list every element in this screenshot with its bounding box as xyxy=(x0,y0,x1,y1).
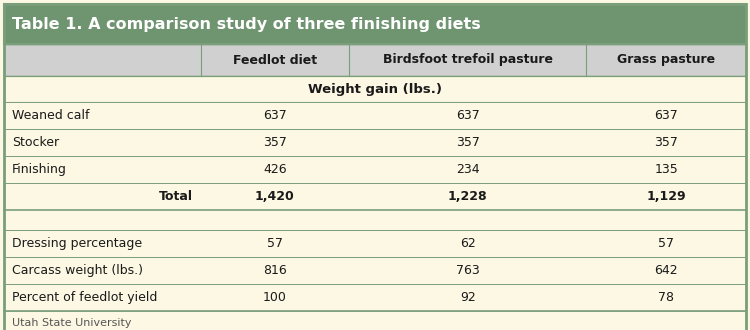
Text: Dressing percentage: Dressing percentage xyxy=(12,237,142,250)
Text: Grass pasture: Grass pasture xyxy=(617,53,716,67)
Text: 357: 357 xyxy=(263,136,286,149)
Text: 763: 763 xyxy=(456,264,480,277)
Text: 1,420: 1,420 xyxy=(255,190,295,203)
Text: 637: 637 xyxy=(654,109,678,122)
Text: 78: 78 xyxy=(658,291,674,304)
Text: Carcass weight (lbs.): Carcass weight (lbs.) xyxy=(12,264,143,277)
Text: 1,228: 1,228 xyxy=(448,190,488,203)
Text: 234: 234 xyxy=(456,163,479,176)
Text: Weight gain (lbs.): Weight gain (lbs.) xyxy=(308,82,442,95)
Bar xyxy=(4,183,746,210)
Bar xyxy=(4,44,746,76)
Text: 100: 100 xyxy=(263,291,286,304)
Text: 637: 637 xyxy=(456,109,480,122)
Text: Total: Total xyxy=(159,190,193,203)
Text: 426: 426 xyxy=(263,163,286,176)
Text: 642: 642 xyxy=(655,264,678,277)
Text: 1,129: 1,129 xyxy=(646,190,686,203)
Bar xyxy=(4,284,746,311)
Bar xyxy=(4,102,746,129)
Bar xyxy=(4,311,746,330)
Text: Table 1. A comparison study of three finishing diets: Table 1. A comparison study of three fin… xyxy=(12,16,481,31)
Text: 637: 637 xyxy=(263,109,286,122)
Text: Finishing: Finishing xyxy=(12,163,67,176)
Text: Weaned calf: Weaned calf xyxy=(12,109,89,122)
Text: 357: 357 xyxy=(456,136,480,149)
Text: Birdsfoot trefoil pasture: Birdsfoot trefoil pasture xyxy=(382,53,553,67)
Text: 357: 357 xyxy=(654,136,678,149)
Bar xyxy=(4,210,746,230)
Text: 57: 57 xyxy=(267,237,283,250)
Bar xyxy=(4,4,746,44)
Text: Utah State University: Utah State University xyxy=(12,318,131,328)
Bar xyxy=(4,129,746,156)
Text: 816: 816 xyxy=(263,264,286,277)
Text: 135: 135 xyxy=(654,163,678,176)
Text: 92: 92 xyxy=(460,291,476,304)
Text: Percent of feedlot yield: Percent of feedlot yield xyxy=(12,291,158,304)
Text: 57: 57 xyxy=(658,237,674,250)
Bar xyxy=(4,76,746,102)
Bar xyxy=(4,257,746,284)
Text: Feedlot diet: Feedlot diet xyxy=(232,53,317,67)
Bar xyxy=(4,156,746,183)
Text: 62: 62 xyxy=(460,237,476,250)
Bar xyxy=(4,230,746,257)
Text: Stocker: Stocker xyxy=(12,136,59,149)
